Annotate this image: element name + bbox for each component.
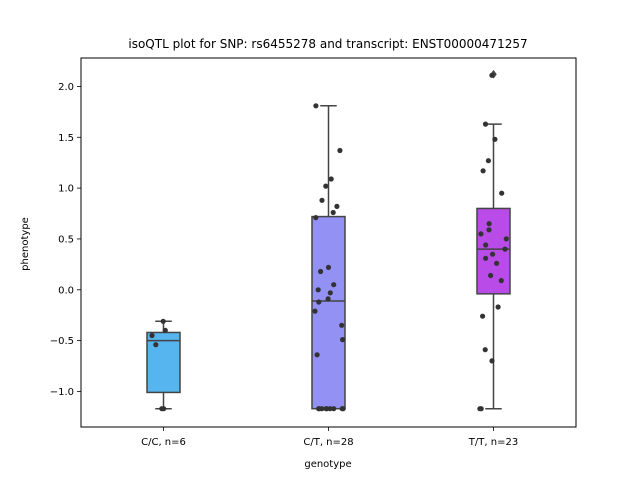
data-point [161, 406, 167, 412]
y-tick-label: 0.5 [58, 234, 74, 245]
data-point [316, 299, 322, 305]
data-point [327, 406, 333, 412]
data-point [485, 158, 491, 164]
box [311, 215, 346, 410]
data-point [495, 304, 501, 310]
data-point [313, 103, 319, 109]
data-point [480, 168, 486, 174]
data-point [492, 136, 498, 142]
data-point [489, 358, 495, 364]
data-point [503, 236, 509, 242]
y-axis: −1.0 −0.5 0.0 0.5 1.0 1.5 2.0 [50, 82, 81, 398]
data-point [323, 406, 329, 412]
data-point [482, 347, 488, 353]
data-point [312, 308, 318, 314]
data-point [334, 203, 340, 209]
box [146, 331, 181, 394]
x-axis-label: genotype [304, 459, 351, 470]
data-point [340, 406, 346, 412]
data-point [327, 290, 333, 296]
data-point [480, 313, 486, 319]
data-point [490, 251, 496, 257]
chart-title: isoQTL plot for SNP: rs6455278 and trans… [128, 37, 527, 51]
box-layer [146, 69, 511, 410]
data-point [340, 337, 346, 343]
data-point [314, 352, 320, 358]
data-point [160, 318, 166, 324]
data-point [149, 332, 155, 339]
data-point [318, 268, 324, 275]
data-point [330, 209, 336, 216]
data-point [488, 272, 494, 279]
points-layer [149, 72, 509, 412]
data-point [486, 227, 492, 233]
data-point [337, 147, 343, 154]
data-point [489, 72, 495, 78]
data-point [323, 183, 329, 189]
data-point [478, 231, 484, 237]
y-tick-label: 0.0 [58, 285, 74, 296]
data-point [153, 342, 159, 348]
data-point [325, 296, 331, 302]
data-point [331, 406, 337, 412]
y-tick-label: 1.5 [58, 133, 74, 144]
data-point [502, 246, 508, 252]
y-tick-label: −1.0 [50, 387, 74, 398]
data-point [477, 406, 483, 412]
data-point [486, 221, 492, 227]
data-point [483, 255, 489, 261]
x-tick-label: C/C, n=6 [141, 437, 186, 448]
y-tick-label: 1.0 [58, 184, 74, 195]
data-point [498, 278, 504, 284]
data-point [331, 282, 337, 288]
data-point [483, 242, 489, 248]
y-axis-label: phenotype [20, 217, 31, 271]
data-point [319, 197, 325, 203]
data-point [315, 287, 321, 293]
data-point [482, 121, 489, 127]
data-point [325, 264, 332, 270]
x-axis: C/C, n=6 C/T, n=28 T/T, n=23 [141, 427, 518, 448]
data-point [316, 406, 322, 412]
x-tick-label: T/T, n=23 [468, 437, 518, 448]
data-point [162, 327, 168, 333]
data-point [339, 322, 345, 328]
y-tick-label: 2.0 [58, 82, 74, 93]
data-point [499, 190, 505, 196]
y-tick-label: −0.5 [50, 336, 74, 347]
x-tick-label: C/T, n=28 [303, 437, 353, 448]
data-point [494, 260, 500, 266]
data-point [328, 176, 334, 182]
data-point [313, 215, 319, 221]
